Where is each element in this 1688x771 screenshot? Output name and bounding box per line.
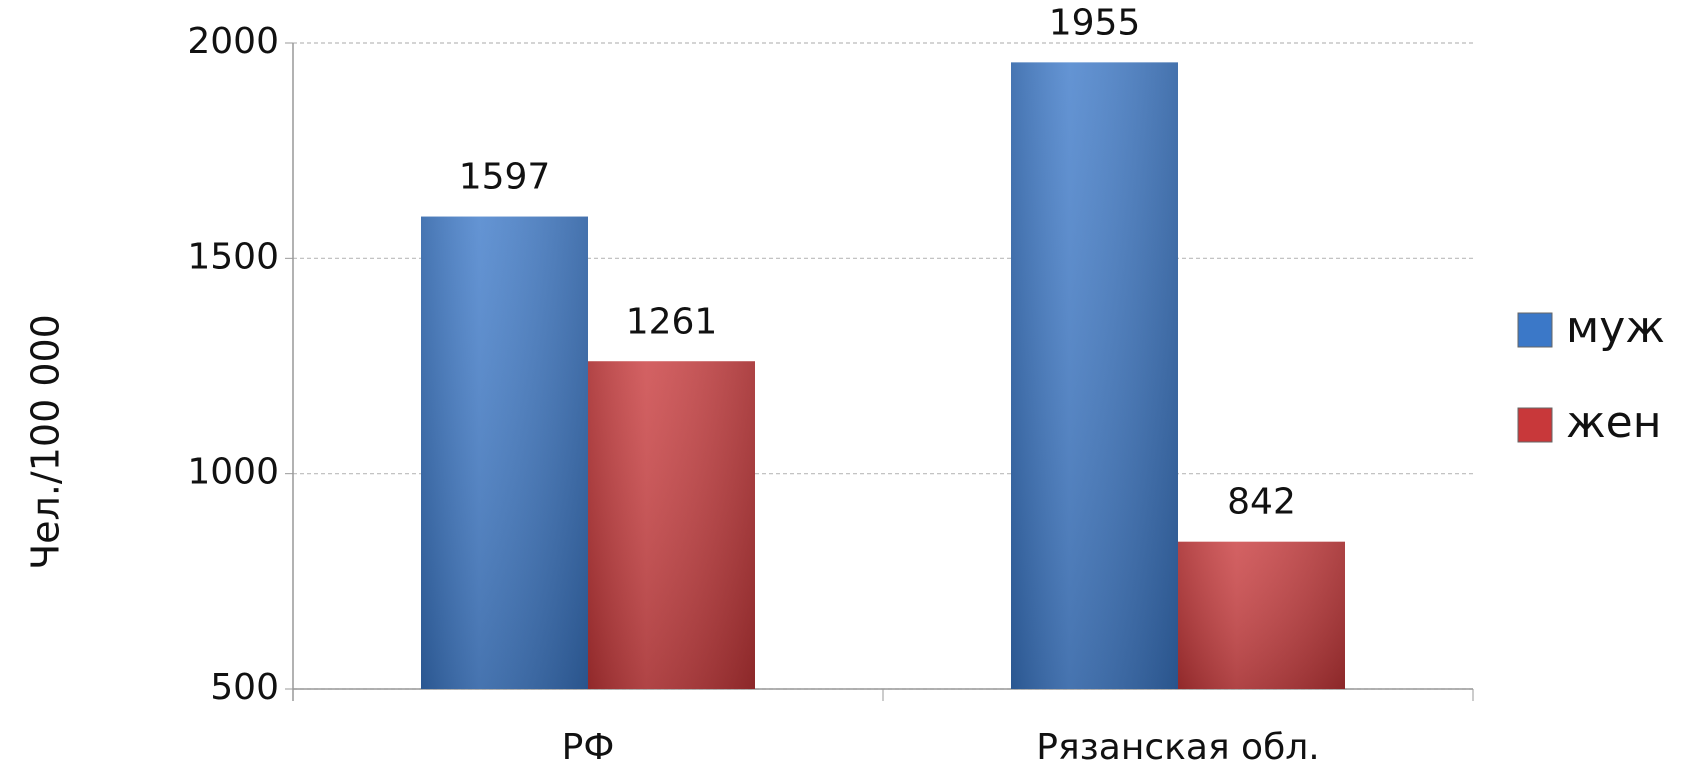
- y-tick-label: 1000: [187, 452, 279, 493]
- bar-shade: [421, 216, 588, 690]
- y-axis-label: Чел./100 000: [24, 314, 68, 570]
- x-tick-label: РФ: [562, 727, 615, 768]
- y-tick-label: 2000: [187, 21, 279, 62]
- y-tick-label: 500: [210, 667, 279, 708]
- y-tick-label: 1500: [187, 236, 279, 277]
- value-label: 1261: [626, 301, 718, 342]
- legend-label: муж: [1566, 302, 1665, 353]
- bar-shade: [588, 361, 755, 689]
- value-label: 842: [1227, 482, 1296, 523]
- x-tick-label: Рязанская обл.: [1036, 727, 1319, 768]
- value-label: 1955: [1049, 2, 1141, 43]
- legend-swatch: [1517, 312, 1553, 348]
- bar-shade: [1178, 541, 1345, 689]
- legend-swatch: [1517, 407, 1553, 443]
- bar-shade: [1011, 62, 1178, 689]
- legend-label: жен: [1566, 397, 1661, 448]
- value-label: 1597: [459, 157, 551, 198]
